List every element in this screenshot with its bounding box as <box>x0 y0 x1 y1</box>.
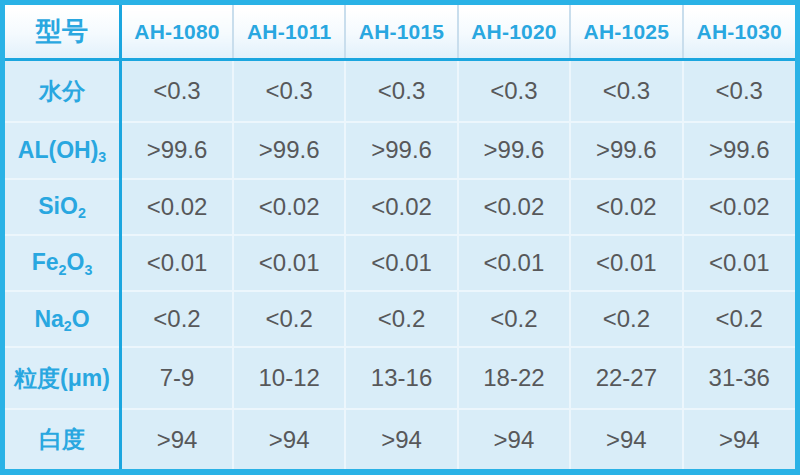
table-cell: >99.6 <box>570 122 682 178</box>
table-cell: <0.02 <box>233 179 345 235</box>
table-cell: >99.6 <box>345 122 457 178</box>
row-label-text: SiO <box>38 193 78 219</box>
row-label: Na2O <box>5 291 121 347</box>
table-cell: <0.3 <box>121 60 233 123</box>
row-label-text: AL(OH) <box>18 137 98 163</box>
table-cell: <0.02 <box>345 179 457 235</box>
column-header-ah-1015: AH-1015 <box>345 5 457 60</box>
row-label-text: O <box>72 306 90 332</box>
column-header-ah-1020: AH-1020 <box>458 5 570 60</box>
table-row: 水分<0.3<0.3<0.3<0.3<0.3<0.3 <box>5 60 795 123</box>
table-cell: >94 <box>458 409 570 469</box>
table-cell: <0.2 <box>570 291 682 347</box>
table-cell: >99.6 <box>683 122 795 178</box>
table-cell: <0.2 <box>233 291 345 347</box>
table-cell: <0.01 <box>121 235 233 291</box>
table-row: 白度>94>94>94>94>94>94 <box>5 409 795 469</box>
table-cell: <0.2 <box>683 291 795 347</box>
row-label-text: Na <box>34 306 63 332</box>
row-label-text: 粒度(μm) <box>14 365 110 391</box>
row-label-subscript: 2 <box>78 205 86 221</box>
table-cell: <0.3 <box>683 60 795 123</box>
table-cell: <0.01 <box>570 235 682 291</box>
table-cell: <0.3 <box>345 60 457 123</box>
table-cell: >94 <box>570 409 682 469</box>
table-cell: 31-36 <box>683 347 795 409</box>
table-cell: <0.2 <box>345 291 457 347</box>
table-cell: <0.3 <box>570 60 682 123</box>
row-label: 白度 <box>5 409 121 469</box>
column-header-ah-1011: AH-1011 <box>233 5 345 60</box>
table-cell: <0.02 <box>683 179 795 235</box>
row-label-text: 水分 <box>39 78 85 104</box>
row-label: Fe2O3 <box>5 235 121 291</box>
table-cell: <0.2 <box>121 291 233 347</box>
table-cell: >99.6 <box>121 122 233 178</box>
row-label-subscript: 2 <box>64 318 72 334</box>
row-label: AL(OH)3 <box>5 122 121 178</box>
row-label: 粒度(μm) <box>5 347 121 409</box>
table-cell: >94 <box>121 409 233 469</box>
table-row: Fe2O3<0.01<0.01<0.01<0.01<0.01<0.01 <box>5 235 795 291</box>
table-cell: <0.01 <box>345 235 457 291</box>
table-row: 粒度(μm) 7-910-1213-1618-2222-2731-36 <box>5 347 795 409</box>
column-header-ah-1030: AH-1030 <box>683 5 795 60</box>
table-row: SiO2<0.02<0.02<0.02<0.02<0.02<0.02 <box>5 179 795 235</box>
table-cell: 13-16 <box>345 347 457 409</box>
table-cell: <0.02 <box>458 179 570 235</box>
row-label: 水分 <box>5 60 121 123</box>
table-cell: <0.3 <box>458 60 570 123</box>
table-cell: 22-27 <box>570 347 682 409</box>
column-header-ah-1080: AH-1080 <box>121 5 233 60</box>
row-label: SiO2 <box>5 179 121 235</box>
table-cell: 18-22 <box>458 347 570 409</box>
table-cell: >99.6 <box>458 122 570 178</box>
table-cell: <0.01 <box>233 235 345 291</box>
header-row: 型号 AH-1080 AH-1011 AH-1015 AH-1020 AH-10… <box>5 5 795 60</box>
column-header-ah-1025: AH-1025 <box>570 5 682 60</box>
table-cell: <0.01 <box>458 235 570 291</box>
table-cell: <0.01 <box>683 235 795 291</box>
table-cell: <0.02 <box>570 179 682 235</box>
table-cell: 7-9 <box>121 347 233 409</box>
table-cell: >99.6 <box>233 122 345 178</box>
table-cell: >94 <box>345 409 457 469</box>
table-cell: >94 <box>683 409 795 469</box>
table-cell: <0.2 <box>458 291 570 347</box>
product-spec-table: 型号 AH-1080 AH-1011 AH-1015 AH-1020 AH-10… <box>0 0 800 475</box>
table-row: AL(OH)3>99.6>99.6>99.6>99.6>99.6>99.6 <box>5 122 795 178</box>
table-cell: 10-12 <box>233 347 345 409</box>
table-row: Na2O<0.2<0.2<0.2<0.2<0.2<0.2 <box>5 291 795 347</box>
table-cell: >94 <box>233 409 345 469</box>
table-cell: <0.02 <box>121 179 233 235</box>
row-label-text: O <box>67 249 85 275</box>
row-label-subscript: 3 <box>98 149 106 165</box>
row-label-subscript: 2 <box>59 262 67 278</box>
column-header-model: 型号 <box>5 5 121 60</box>
spec-table: 型号 AH-1080 AH-1011 AH-1015 AH-1020 AH-10… <box>5 5 795 469</box>
table-cell: <0.3 <box>233 60 345 123</box>
row-label-text: Fe <box>32 249 59 275</box>
row-label-text: 白度 <box>39 426 85 452</box>
row-label-subscript: 3 <box>84 262 92 278</box>
